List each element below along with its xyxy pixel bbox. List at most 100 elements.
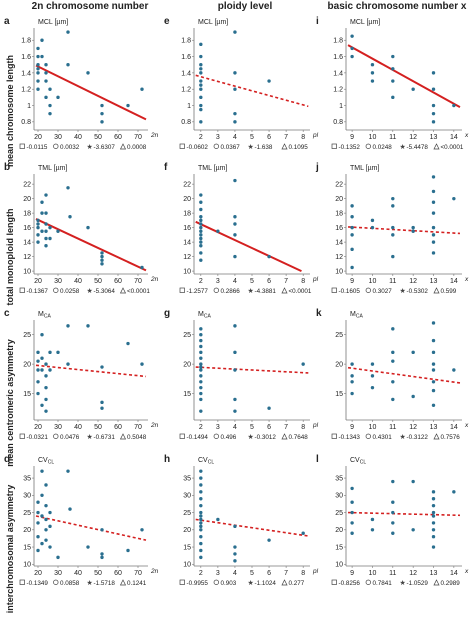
data-point bbox=[199, 397, 203, 402]
data-point bbox=[370, 218, 375, 223]
y-tick-label: 30 bbox=[183, 493, 191, 500]
data-point bbox=[391, 359, 395, 363]
y-axis-label: MCA bbox=[38, 311, 51, 320]
panel-letter: c bbox=[4, 308, 10, 319]
data-point bbox=[350, 500, 354, 504]
data-point bbox=[199, 225, 203, 230]
stat-value: 0.0476 bbox=[60, 434, 80, 441]
data-point bbox=[199, 215, 203, 219]
stat-value: 0.3027 bbox=[373, 288, 393, 295]
x-tick-label: 13 bbox=[430, 278, 438, 285]
data-point bbox=[199, 350, 203, 355]
stat-value: 0.1241 bbox=[127, 580, 147, 587]
trend-line bbox=[195, 220, 302, 273]
x-tick-label: 9 bbox=[350, 278, 354, 285]
data-point bbox=[233, 368, 237, 372]
x-tick-label: 14 bbox=[450, 424, 458, 431]
data-point bbox=[411, 528, 415, 532]
y-tick-label: 20 bbox=[23, 362, 31, 369]
data-point bbox=[267, 79, 271, 83]
x-tick-label: 12 bbox=[409, 424, 417, 431]
data-point bbox=[199, 483, 203, 487]
data-point bbox=[391, 500, 395, 504]
data-point bbox=[199, 258, 203, 262]
t-symbol: ★ bbox=[87, 579, 93, 587]
x-tick-label: 60 bbox=[114, 570, 122, 577]
x-tick-label: 50 bbox=[94, 278, 102, 285]
t-symbol: ★ bbox=[87, 143, 93, 151]
data-point bbox=[66, 30, 70, 34]
data-point bbox=[370, 63, 375, 67]
y-tick-label: 30 bbox=[335, 493, 343, 500]
data-point bbox=[370, 374, 375, 378]
data-point bbox=[267, 254, 271, 259]
p-symbol bbox=[433, 579, 440, 586]
x-tick-label: 6 bbox=[267, 134, 271, 141]
data-point bbox=[44, 517, 48, 522]
panel-letter: i bbox=[316, 16, 319, 27]
data-point bbox=[44, 236, 48, 241]
stat-value: -1.638 bbox=[255, 144, 273, 151]
stat-value: -0.1494 bbox=[187, 434, 209, 441]
data-point bbox=[48, 87, 52, 91]
y-tick-label: 1.6 bbox=[21, 54, 31, 61]
data-point bbox=[199, 71, 203, 75]
data-point bbox=[40, 541, 44, 546]
data-point bbox=[199, 524, 203, 529]
y-tick-label: 18 bbox=[183, 211, 191, 218]
t-symbol: ★ bbox=[400, 433, 406, 441]
y-tick-label: 12 bbox=[335, 254, 343, 261]
data-point bbox=[36, 510, 40, 515]
slope-symbol bbox=[331, 143, 337, 149]
y-tick-label: 20 bbox=[23, 527, 31, 534]
t-symbol: ★ bbox=[248, 287, 254, 295]
data-point bbox=[452, 368, 456, 372]
data-point bbox=[350, 215, 354, 219]
stat-value: -0.1605 bbox=[339, 288, 361, 295]
data-point bbox=[233, 71, 237, 75]
data-point bbox=[199, 42, 203, 47]
x-tick-label: 60 bbox=[114, 424, 122, 431]
data-point bbox=[100, 103, 104, 108]
data-point bbox=[100, 254, 104, 259]
data-point bbox=[391, 79, 395, 83]
y-tick-label: 1.2 bbox=[21, 87, 31, 94]
y-axis-label: CVCL bbox=[38, 457, 54, 466]
data-point bbox=[44, 71, 48, 75]
x-tick-label: 14 bbox=[450, 278, 458, 285]
data-point bbox=[66, 186, 70, 190]
y-tick-label: 10 bbox=[23, 562, 31, 569]
data-point bbox=[431, 362, 436, 366]
data-point bbox=[431, 490, 436, 494]
column-title-basic: basic chromosome number x bbox=[327, 1, 467, 12]
data-point bbox=[36, 87, 40, 91]
x-tick-label: 12 bbox=[409, 134, 417, 141]
data-point bbox=[350, 265, 354, 270]
column-title-ploidy: ploidy level bbox=[217, 1, 273, 12]
x-tick-label: 50 bbox=[94, 134, 102, 141]
p-symbol bbox=[281, 433, 288, 440]
data-point bbox=[431, 350, 436, 355]
x-tick-label: 6 bbox=[267, 570, 271, 577]
data-point bbox=[199, 409, 203, 413]
y-tick-label: 25 bbox=[183, 332, 191, 339]
panel-e: e MCL [µm] 0.8 1 1.2 1.4 1.6 1.8 2 3 4 5 6 7 8 pl -0.060… bbox=[164, 16, 319, 151]
data-point bbox=[370, 362, 375, 366]
data-point bbox=[391, 531, 395, 535]
data-point bbox=[350, 486, 354, 491]
data-point bbox=[86, 71, 90, 75]
se-symbol bbox=[365, 287, 371, 293]
data-point bbox=[199, 374, 203, 378]
stat-value: -0.0602 bbox=[187, 144, 209, 151]
slope-symbol bbox=[19, 287, 25, 293]
se-symbol bbox=[365, 143, 371, 149]
y-axis-label: MCL [µm] bbox=[38, 19, 68, 26]
data-point bbox=[233, 350, 237, 355]
data-point bbox=[350, 380, 354, 384]
data-point bbox=[199, 327, 203, 331]
data-point bbox=[233, 215, 237, 219]
data-point bbox=[48, 510, 52, 515]
stat-value: 0.0248 bbox=[373, 144, 393, 151]
x-tick-label: 6 bbox=[267, 278, 271, 285]
x-tick-label: 4 bbox=[233, 570, 237, 577]
